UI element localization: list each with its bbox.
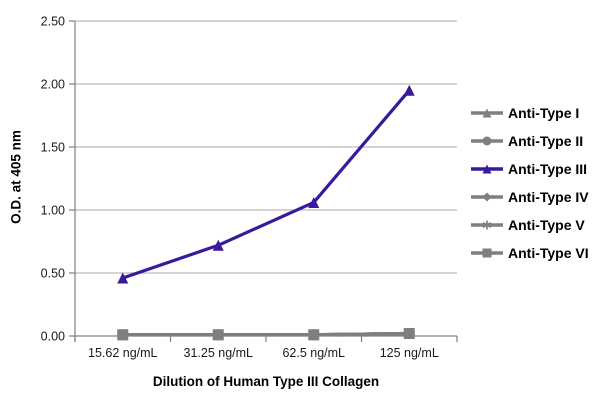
y-axis-title: O.D. at 405 nm: [8, 130, 24, 224]
y-tick-label: 2.50: [41, 15, 65, 29]
legend-item-anti-type-4: Anti-Type IV: [470, 183, 589, 211]
data-point-marker-diamond: [482, 192, 492, 202]
legend-label: Anti-Type IV: [508, 189, 589, 205]
data-point-marker-square: [212, 329, 224, 341]
data-point-marker-triangle: [403, 84, 415, 96]
legend-label: Anti-Type II: [508, 133, 584, 149]
data-point-marker-circle: [482, 136, 492, 146]
legend-marker-asterisk-icon: [471, 220, 503, 230]
legend-label: Anti-Type V: [508, 217, 585, 233]
data-point-marker-triangle: [117, 272, 129, 284]
legend-marker-triangle-icon: [471, 108, 503, 118]
chart-legend: Anti-Type I Anti-Type II Anti-Type III A…: [470, 99, 589, 267]
y-tick-label: 0.50: [41, 267, 65, 281]
legend-label: Anti-Type III: [508, 161, 588, 177]
x-tick-label: 125 ng/mL: [380, 346, 439, 360]
data-point-marker-triangle: [308, 196, 320, 208]
y-tick-label: 0.00: [41, 330, 65, 344]
series-line: [121, 331, 411, 337]
legend-marker-diamond-icon: [471, 192, 503, 202]
series-anti-type-iii: [117, 84, 415, 284]
data-point-marker-square: [117, 329, 129, 341]
series-line: [121, 88, 411, 280]
y-tick-label: 1.50: [41, 141, 65, 155]
legend-item-anti-type-6: Anti-Type VI: [470, 239, 589, 267]
y-tick-label: 2.00: [41, 78, 65, 92]
y-tick-label: 1.00: [41, 204, 65, 218]
series-anti-type-vi: [117, 327, 415, 341]
x-axis-title: Dilution of Human Type III Collagen: [152, 374, 380, 389]
legend-item-anti-type-3: Anti-Type III: [470, 155, 589, 183]
legend-item-anti-type-1: Anti-Type I: [470, 99, 589, 127]
x-tick-label: 31.25 ng/mL: [184, 346, 254, 360]
data-point-marker-asterisk: [482, 220, 492, 230]
data-point-marker-triangle: [482, 164, 492, 174]
legend-label: Anti-Type VI: [508, 245, 589, 261]
legend-item-anti-type-2: Anti-Type II: [470, 127, 589, 155]
legend-marker-circle-icon: [471, 136, 503, 146]
x-tick-label: 15.62 ng/mL: [88, 346, 158, 360]
data-point-marker-square: [308, 329, 320, 341]
legend-item-anti-type-5: Anti-Type V: [470, 211, 589, 239]
data-point-marker-triangle: [212, 239, 224, 251]
legend-marker-triangle-icon: [471, 164, 503, 174]
legend-marker-square-icon: [471, 248, 503, 258]
data-point-marker-triangle: [482, 108, 492, 118]
data-point-marker-square: [482, 248, 492, 258]
data-point-marker-square: [403, 327, 415, 339]
x-tick-label: 62.5 ng/mL: [282, 346, 345, 360]
legend-label: Anti-Type I: [508, 105, 580, 121]
